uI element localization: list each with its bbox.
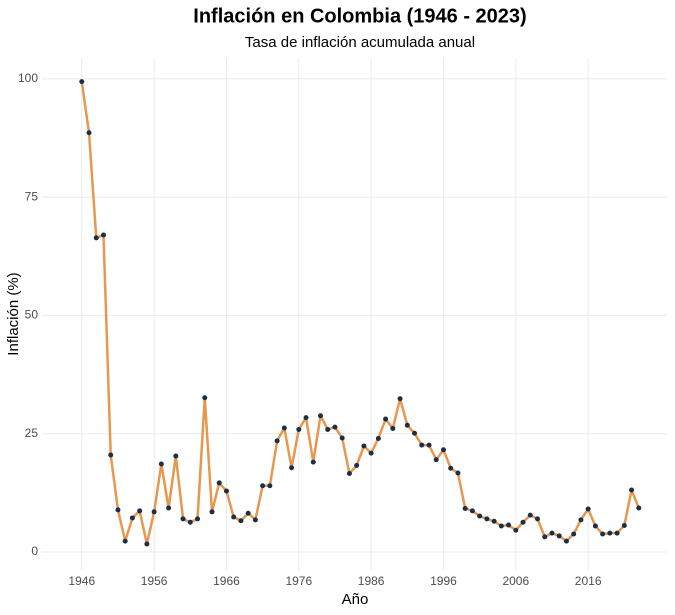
point — [318, 413, 324, 419]
point — [440, 447, 446, 453]
point — [296, 426, 302, 432]
point — [390, 426, 396, 432]
point — [252, 517, 258, 523]
point — [260, 483, 266, 489]
line — [80, 81, 640, 546]
point — [498, 523, 504, 529]
point — [361, 443, 367, 449]
point — [455, 470, 461, 476]
point — [158, 461, 164, 467]
point — [607, 530, 613, 536]
point — [122, 538, 128, 544]
point — [129, 515, 135, 521]
point — [462, 505, 468, 511]
point — [549, 530, 555, 536]
point — [629, 487, 635, 493]
point — [267, 483, 273, 489]
point — [325, 426, 331, 432]
point — [339, 435, 345, 441]
point — [187, 519, 193, 525]
point — [166, 505, 172, 511]
point — [245, 510, 251, 516]
point — [209, 509, 215, 515]
point — [195, 516, 201, 522]
point — [513, 527, 519, 533]
x-tick-label: 2016 — [575, 574, 602, 588]
point — [578, 517, 584, 523]
point — [368, 450, 374, 456]
point — [585, 506, 591, 512]
point — [231, 514, 237, 520]
point — [506, 522, 512, 528]
point — [412, 430, 418, 436]
point — [202, 395, 208, 401]
point — [375, 435, 381, 441]
point — [180, 516, 186, 522]
point — [144, 541, 150, 547]
point — [527, 512, 533, 518]
point — [100, 232, 106, 238]
point — [556, 533, 562, 539]
point — [433, 457, 439, 463]
chart-subtitle: Tasa de inflación acumulada anual — [245, 34, 475, 51]
point — [469, 508, 475, 514]
point — [477, 513, 483, 519]
y-tick-label: 0 — [31, 544, 38, 558]
point — [289, 465, 295, 471]
point — [332, 424, 338, 430]
grid — [42, 58, 667, 570]
point — [426, 442, 432, 448]
point — [274, 438, 280, 444]
point — [571, 531, 577, 537]
point — [86, 130, 92, 136]
point — [563, 538, 569, 544]
chart-title: Inflación en Colombia (1946 - 2023) — [193, 5, 526, 27]
x-axis-label: Año — [342, 591, 369, 608]
point — [419, 442, 425, 448]
y-tick-label: 50 — [25, 308, 39, 322]
point — [115, 507, 121, 513]
point — [542, 534, 548, 540]
point — [223, 488, 229, 494]
point — [238, 518, 244, 524]
y-tick-label: 75 — [25, 189, 39, 203]
y-axis-label: Inflación (%) — [5, 272, 22, 355]
x-tick-label: 2006 — [502, 574, 529, 588]
point — [448, 465, 454, 471]
plot-area — [79, 79, 642, 547]
point — [216, 480, 222, 486]
y-tick-label: 25 — [25, 426, 39, 440]
point — [397, 396, 403, 402]
point — [600, 531, 606, 537]
point — [520, 519, 526, 525]
x-tick-label: 1976 — [285, 574, 312, 588]
point — [354, 462, 360, 468]
point — [636, 505, 642, 511]
point — [108, 452, 114, 458]
point — [346, 470, 352, 476]
x-tick-label: 1996 — [430, 574, 457, 588]
point — [281, 425, 287, 431]
point — [151, 509, 157, 515]
point — [621, 523, 627, 529]
point — [93, 235, 99, 241]
point — [592, 523, 598, 529]
x-tick-label: 1986 — [358, 574, 385, 588]
point — [79, 79, 85, 85]
point — [383, 416, 389, 422]
x-tick-label: 1966 — [213, 574, 240, 588]
point — [484, 516, 490, 522]
point — [303, 415, 309, 421]
point — [137, 508, 143, 514]
point — [404, 422, 410, 428]
point — [310, 459, 316, 465]
point — [173, 453, 179, 459]
point — [491, 518, 497, 524]
x-tick-label: 1946 — [68, 574, 95, 588]
y-tick-label: 100 — [18, 71, 38, 85]
x-tick-label: 1956 — [141, 574, 168, 588]
point — [614, 530, 620, 536]
point — [535, 516, 541, 522]
